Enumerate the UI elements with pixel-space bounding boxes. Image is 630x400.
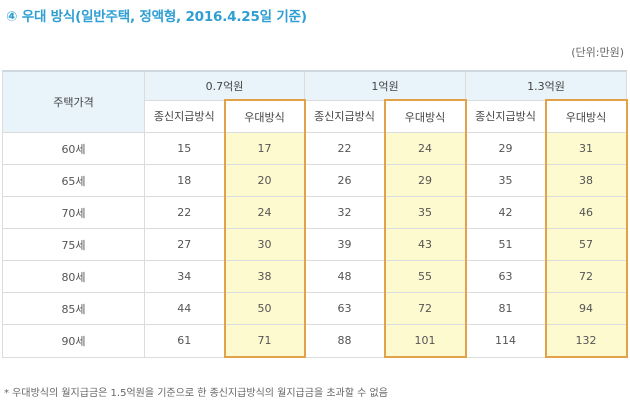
table-row: 90세 61 71 88 101 114 132 [2, 324, 628, 358]
group-header: 1억원 [304, 70, 467, 101]
preferred-value-cell: 101 [383, 324, 467, 358]
preferred-value-cell: 35 [383, 196, 467, 229]
preferred-value-cell: 132 [544, 324, 628, 358]
lifetime-value-cell: 22 [144, 196, 225, 229]
age-cell: 85세 [2, 292, 145, 325]
sub-header-lifetime: 종신지급방식 [144, 99, 225, 133]
preferred-value-cell: 57 [544, 228, 628, 261]
age-cell: 70세 [2, 196, 145, 229]
age-cell: 90세 [2, 324, 145, 358]
preferred-value-cell: 94 [544, 292, 628, 325]
lifetime-value-cell: 81 [465, 292, 547, 325]
preferred-value-cell: 29 [383, 164, 467, 197]
group-header: 0.7억원 [143, 70, 306, 101]
lifetime-value-cell: 114 [465, 324, 547, 358]
preferred-value-cell: 38 [544, 164, 628, 197]
lifetime-value-cell: 42 [465, 196, 547, 229]
preferred-value-cell: 43 [383, 228, 467, 261]
lifetime-value-cell: 35 [465, 164, 547, 197]
lifetime-value-cell: 61 [144, 324, 225, 358]
preferred-value-cell: 71 [223, 324, 306, 358]
sub-header-lifetime: 종신지급방식 [304, 99, 386, 133]
preferred-value-cell: 31 [544, 132, 628, 165]
sub-header-preferred: 우대방식 [544, 99, 628, 133]
lifetime-value-cell: 27 [144, 228, 225, 261]
preferred-value-cell: 55 [383, 260, 467, 293]
lifetime-value-cell: 32 [304, 196, 386, 229]
preferred-value-cell: 17 [223, 132, 306, 165]
lifetime-value-cell: 29 [465, 132, 547, 165]
preferred-value-cell: 46 [544, 196, 628, 229]
sub-header-preferred: 우대방식 [223, 99, 306, 133]
lifetime-value-cell: 22 [304, 132, 386, 165]
lifetime-value-cell: 51 [465, 228, 547, 261]
lifetime-value-cell: 63 [304, 292, 386, 325]
payment-table: 주택가격 0.7억원 1억원 1.3억원 종신지급방식 우대방식 종신지급방식 … [2, 70, 628, 358]
lifetime-value-cell: 34 [144, 260, 225, 293]
lifetime-value-cell: 26 [304, 164, 386, 197]
preferred-value-cell: 30 [223, 228, 306, 261]
sub-header-preferred: 우대방식 [383, 99, 467, 133]
table-row: 85세 44 50 63 72 81 94 [2, 292, 628, 325]
preferred-value-cell: 72 [544, 260, 628, 293]
footnote: * 우대방식의 월지급금은 1.5억원을 기준으로 한 종신지급방식의 월지급금… [4, 388, 388, 399]
group-header: 1.3억원 [465, 70, 628, 101]
age-cell: 60세 [2, 132, 145, 165]
age-cell: 80세 [2, 260, 145, 293]
table-row: 75세 27 30 39 43 51 57 [2, 228, 628, 261]
table-row: 60세 15 17 22 24 29 31 [2, 132, 628, 165]
lifetime-value-cell: 48 [304, 260, 386, 293]
lifetime-value-cell: 39 [304, 228, 386, 261]
unit-label: (단위:만원) [571, 46, 624, 59]
preferred-value-cell: 24 [223, 196, 306, 229]
lifetime-value-cell: 18 [144, 164, 225, 197]
table-row: 70세 22 24 32 35 42 46 [2, 196, 628, 229]
preferred-value-cell: 72 [383, 292, 467, 325]
preferred-value-cell: 50 [223, 292, 306, 325]
preferred-value-cell: 20 [223, 164, 306, 197]
preferred-value-cell: 38 [223, 260, 306, 293]
lifetime-value-cell: 63 [465, 260, 547, 293]
lifetime-value-cell: 88 [304, 324, 386, 358]
row-header: 주택가격 [2, 70, 145, 133]
age-cell: 65세 [2, 164, 145, 197]
table-row: 80세 34 38 48 55 63 72 [2, 260, 628, 293]
preferred-value-cell: 24 [383, 132, 467, 165]
lifetime-value-cell: 15 [144, 132, 225, 165]
section-title: ④ 우대 방식(일반주택, 정액형, 2016.4.25일 기준) [6, 9, 307, 25]
sub-header-lifetime: 종신지급방식 [465, 99, 547, 133]
table-row: 65세 18 20 26 29 35 38 [2, 164, 628, 197]
age-cell: 75세 [2, 228, 145, 261]
lifetime-value-cell: 44 [144, 292, 225, 325]
